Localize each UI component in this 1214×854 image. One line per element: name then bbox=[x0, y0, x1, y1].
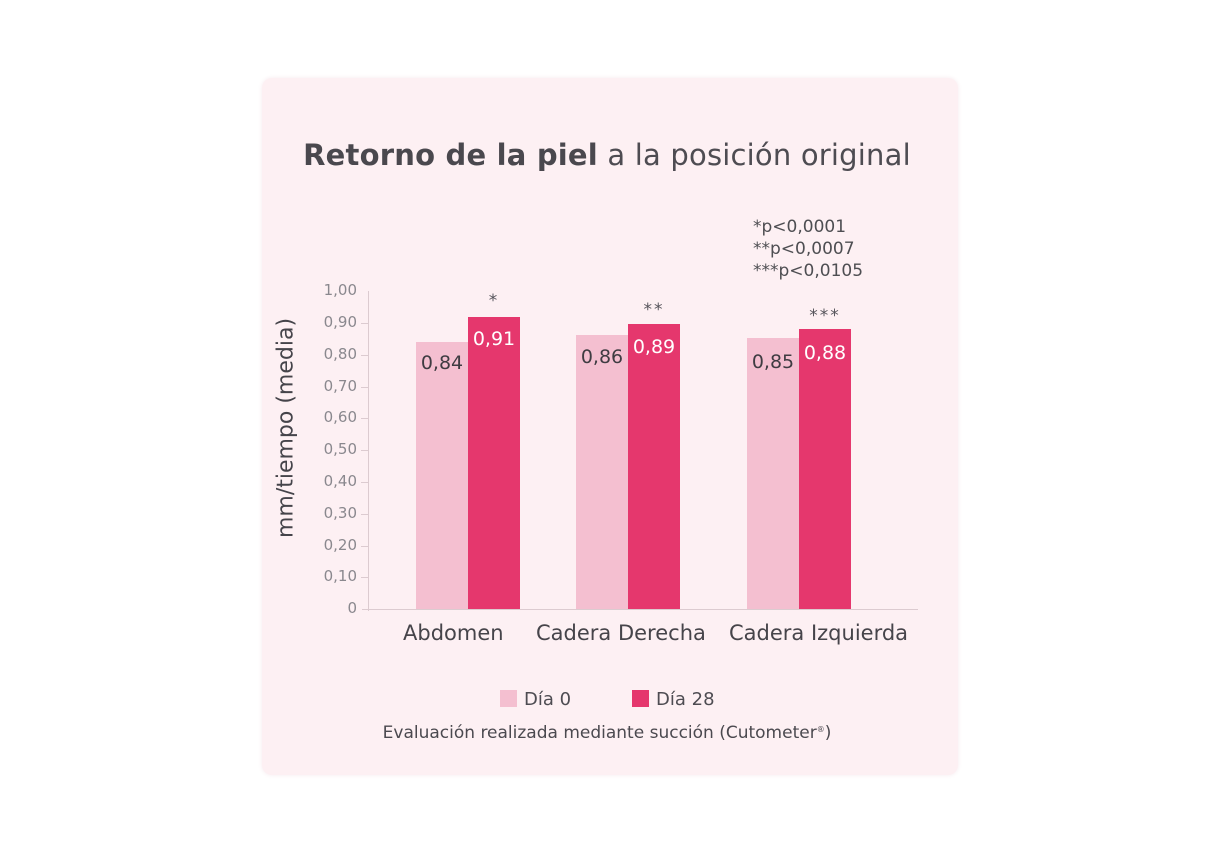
y-tick: 0,70 bbox=[323, 377, 357, 395]
y-tick: 0,50 bbox=[323, 440, 357, 458]
legend-label: Día 0 bbox=[524, 689, 572, 710]
bar-value: 0,89 bbox=[632, 336, 676, 358]
tick-mark bbox=[361, 482, 368, 483]
bar-value: 0,88 bbox=[803, 342, 847, 364]
significance-marker: * bbox=[488, 291, 500, 311]
registered-mark: ® bbox=[816, 725, 825, 734]
bar-cadera-derecha-dia0 bbox=[576, 335, 628, 609]
tick-mark bbox=[361, 387, 368, 388]
y-tick: 0,60 bbox=[323, 408, 357, 426]
p-value-notes: *p<0,0001 **p<0,0007 ***p<0,0105 bbox=[753, 216, 863, 282]
legend-swatch-dia0 bbox=[500, 690, 517, 707]
bar-abdomen-dia0 bbox=[416, 342, 468, 609]
bar-value: 0,91 bbox=[472, 328, 516, 350]
footnote-text: Evaluación realizada mediante succión (C… bbox=[382, 723, 817, 743]
p-value-3: ***p<0,0105 bbox=[753, 261, 864, 281]
tick-mark bbox=[361, 418, 368, 419]
y-axis-label: mm/tiempo (media) bbox=[273, 317, 299, 539]
y-axis-ticks: 1,00 0,90 0,80 0,70 0,60 0,50 0,40 0,30 … bbox=[300, 0, 357, 854]
y-tick: 0,90 bbox=[323, 313, 357, 331]
legend-item-dia0: Día 0 bbox=[500, 689, 571, 710]
significance-marker: *** bbox=[809, 306, 841, 326]
tick-mark bbox=[361, 577, 368, 578]
chart-title-bold: Retorno de la piel bbox=[303, 138, 598, 172]
tick-mark bbox=[361, 323, 368, 324]
x-category-cadera-izquierda: Cadera Izquierda bbox=[729, 621, 909, 645]
tick-mark bbox=[361, 450, 368, 451]
x-category-cadera-derecha: Cadera Derecha bbox=[536, 621, 706, 645]
bar-cadera-izquierda-dia0 bbox=[747, 338, 799, 609]
y-tick: 1,00 bbox=[323, 281, 357, 299]
chart-title-regular: a la posición original bbox=[607, 138, 911, 172]
bar-value: 0,86 bbox=[580, 346, 624, 368]
y-tick: 0,20 bbox=[323, 536, 357, 554]
chart-title: Retorno de la piel a la posición origina… bbox=[0, 138, 1214, 172]
y-tick: 0,10 bbox=[323, 567, 357, 585]
bar-value: 0,85 bbox=[751, 351, 795, 373]
footnote-close: ) bbox=[824, 723, 832, 743]
bar-value: 0,84 bbox=[420, 352, 464, 374]
legend-swatch-dia28 bbox=[632, 690, 649, 707]
bar-cadera-derecha-dia28 bbox=[628, 324, 680, 609]
tick-mark bbox=[361, 546, 368, 547]
significance-marker: ** bbox=[643, 300, 665, 320]
p-value-1: *p<0,0001 bbox=[753, 217, 847, 237]
legend-label: Día 28 bbox=[656, 689, 715, 710]
x-axis-line bbox=[362, 609, 918, 610]
y-tick: 0,80 bbox=[323, 345, 357, 363]
tick-mark bbox=[361, 355, 368, 356]
bar-abdomen-dia28 bbox=[468, 317, 520, 609]
y-tick: 0,30 bbox=[323, 504, 357, 522]
legend-item-dia28: Día 28 bbox=[632, 689, 715, 710]
tick-mark bbox=[361, 514, 368, 515]
y-tick: 0,40 bbox=[323, 472, 357, 490]
bar-cadera-izquierda-dia28 bbox=[799, 329, 851, 609]
y-axis-line bbox=[368, 291, 369, 611]
p-value-2: **p<0,0007 bbox=[753, 239, 855, 259]
y-tick: 0 bbox=[347, 599, 357, 617]
footnote: Evaluación realizada mediante succión (C… bbox=[0, 723, 1214, 743]
x-category-abdomen: Abdomen bbox=[403, 621, 504, 645]
